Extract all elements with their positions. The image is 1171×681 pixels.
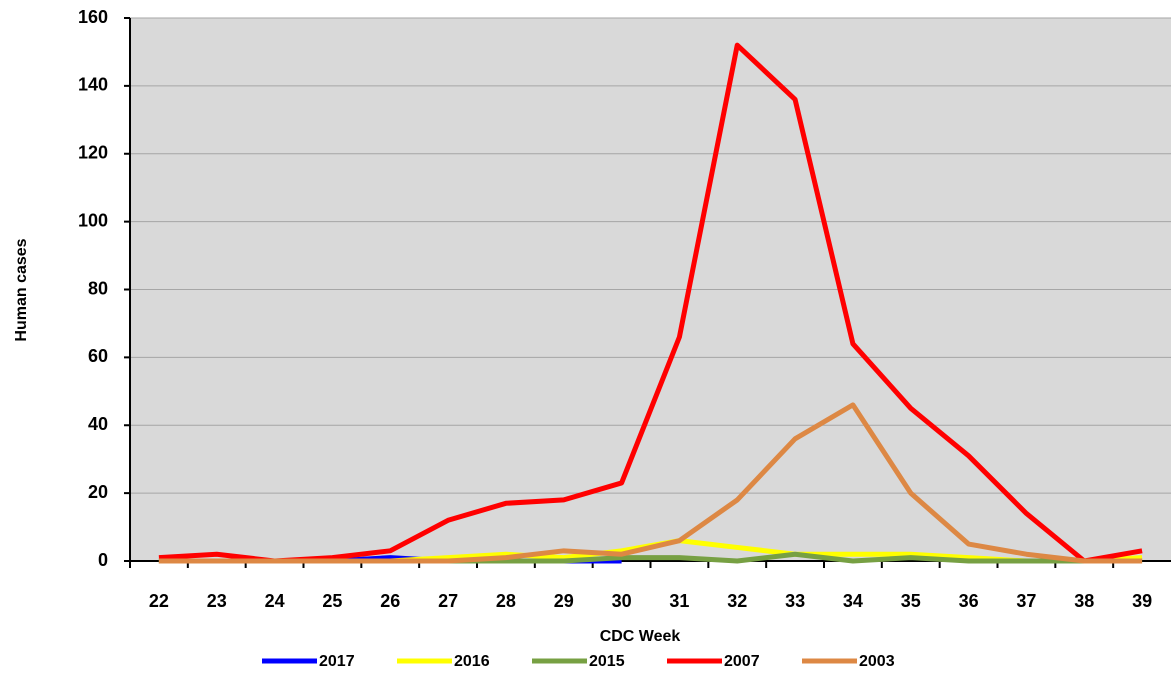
y-tick-label: 20	[88, 482, 108, 502]
x-tick-label: 31	[669, 591, 689, 611]
x-tick-label: 32	[727, 591, 747, 611]
legend-label: 2003	[859, 653, 895, 670]
x-tick-label: 25	[322, 591, 342, 611]
y-tick-label: 60	[88, 346, 108, 366]
y-tick-label: 100	[78, 210, 108, 230]
x-tick-label: 30	[612, 591, 632, 611]
legend-label: 2017	[319, 653, 355, 670]
y-tick-label: 40	[88, 414, 108, 434]
x-tick-label: 35	[901, 591, 921, 611]
x-tick-label: 24	[265, 591, 285, 611]
x-tick-label: 26	[380, 591, 400, 611]
x-tick-label: 39	[1132, 591, 1152, 611]
x-tick-label: 29	[554, 591, 574, 611]
x-axis-title: CDC Week	[600, 628, 681, 645]
y-tick-label: 140	[78, 75, 108, 95]
x-tick-label: 23	[207, 591, 227, 611]
legend-label: 2016	[454, 653, 490, 670]
series-line	[158, 402, 1143, 564]
legend-label: 2007	[724, 653, 760, 670]
x-tick-label: 22	[149, 591, 169, 611]
x-tick-label: 28	[496, 591, 516, 611]
x-tick-label: 27	[438, 591, 458, 611]
x-tick-label: 36	[959, 591, 979, 611]
y-tick-label: 120	[78, 143, 108, 163]
x-tick-label: 33	[785, 591, 805, 611]
series-line	[158, 42, 1143, 564]
y-tick-label: 160	[78, 7, 108, 27]
x-tick-label: 38	[1074, 591, 1094, 611]
x-tick-label: 37	[1016, 591, 1036, 611]
y-tick-label: 0	[98, 550, 108, 570]
legend-label: 2015	[589, 653, 625, 670]
y-tick-label: 80	[88, 278, 108, 298]
x-tick-label: 34	[843, 591, 863, 611]
y-axis-title: Human cases	[13, 238, 30, 341]
